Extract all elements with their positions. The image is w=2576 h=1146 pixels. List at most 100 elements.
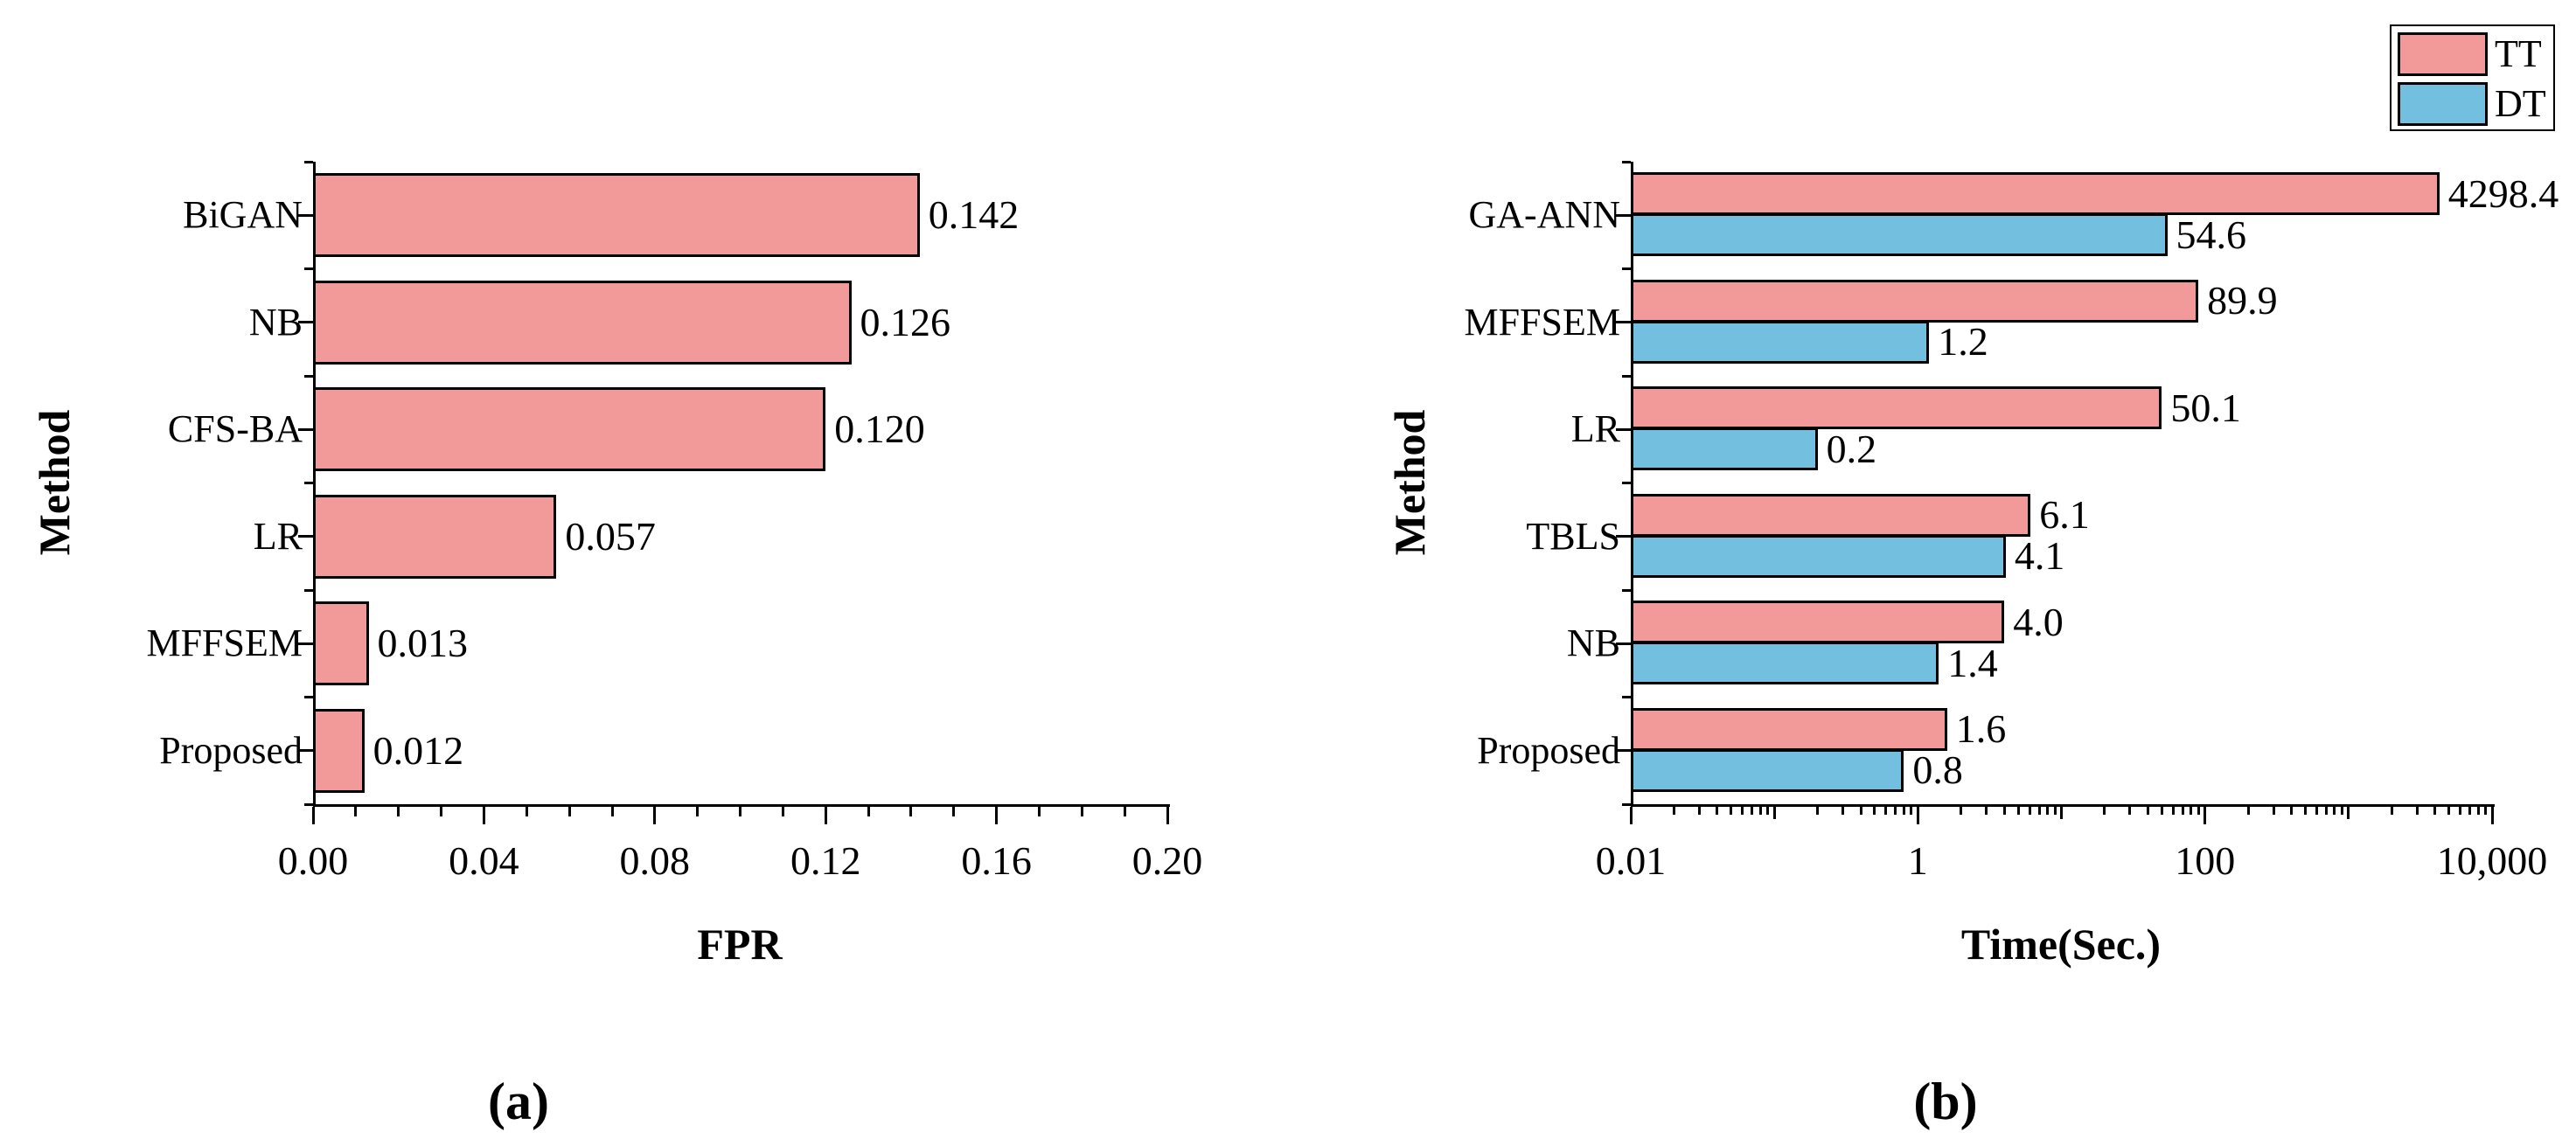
legend-swatch-tt xyxy=(2398,32,2488,76)
x-axis-tick-label: 0.01 xyxy=(1595,838,1667,883)
x-axis-major-tick xyxy=(1629,807,1633,824)
y-axis-title-b: Method xyxy=(1385,409,1434,556)
x-axis-tick-label: 0.12 xyxy=(790,838,861,883)
x-axis-line xyxy=(313,804,1170,807)
x-axis-minor-tick xyxy=(1751,807,1754,815)
x-axis-minor-tick xyxy=(2468,807,2472,815)
x-axis-minor-tick xyxy=(2347,807,2350,819)
y-axis-minor-tick xyxy=(1622,588,1631,592)
x-axis-minor-tick xyxy=(1841,807,1844,815)
x-axis-minor-tick xyxy=(397,807,400,816)
bar xyxy=(1631,493,2031,537)
x-axis-major-tick xyxy=(482,807,485,824)
x-axis-minor-tick xyxy=(1037,807,1041,816)
bar-value-label: 89.9 xyxy=(2207,278,2278,323)
y-axis-minor-tick xyxy=(1622,482,1631,484)
x-axis-minor-tick xyxy=(1902,807,1905,815)
x-axis-minor-tick xyxy=(2103,807,2106,815)
bar xyxy=(1631,748,1904,792)
x-axis-tick-label: 0.04 xyxy=(449,838,519,883)
x-axis-minor-tick xyxy=(1985,807,1988,815)
x-axis-tick-label: 1 xyxy=(1907,838,1928,883)
x-axis-minor-tick xyxy=(867,807,870,816)
x-axis-minor-tick xyxy=(1123,807,1126,816)
x-axis-title-a: FPR xyxy=(697,920,783,969)
y-axis-major-tick xyxy=(298,321,313,324)
x-axis-minor-tick xyxy=(2415,807,2419,815)
y-axis-line xyxy=(1631,162,1633,807)
x-axis-minor-tick xyxy=(2333,807,2336,815)
bar-value-label: 0.057 xyxy=(565,513,656,559)
x-axis-major-tick xyxy=(1166,807,1169,824)
bar-value-label: 0.126 xyxy=(860,299,951,344)
x-axis-minor-tick xyxy=(2181,807,2184,815)
y-axis-minor-tick xyxy=(304,374,313,378)
y-axis-minor-tick xyxy=(1622,696,1631,698)
y-axis-minor-tick xyxy=(304,696,313,698)
x-axis-minor-tick xyxy=(1080,807,1083,816)
x-axis-minor-tick xyxy=(440,807,442,816)
x-axis-major-tick xyxy=(2204,807,2207,824)
x-axis-minor-tick xyxy=(2476,807,2480,815)
bar xyxy=(1631,172,2440,216)
x-axis-minor-tick xyxy=(1816,807,1820,815)
x-axis-minor-tick xyxy=(1772,807,1776,819)
x-axis-tick-label: 0.08 xyxy=(619,838,691,883)
y-axis-title-a: Method xyxy=(30,409,79,556)
bar-value-label: 0.2 xyxy=(1826,426,1877,471)
y-axis-category-label: Proposed xyxy=(1477,728,1620,772)
x-axis-minor-tick xyxy=(2340,807,2343,815)
y-axis-minor-tick xyxy=(304,588,313,592)
x-axis-minor-tick xyxy=(525,807,528,816)
bar-value-label: 1.6 xyxy=(1955,706,2007,752)
bar-value-label: 0.120 xyxy=(834,406,925,452)
bar xyxy=(1631,213,2168,257)
bar-value-label: 0.012 xyxy=(372,727,464,773)
x-axis-major-tick xyxy=(1916,807,1919,824)
y-axis-category-label: CFS-BA xyxy=(167,407,303,451)
legend-swatch-dt xyxy=(2398,82,2488,126)
subfigure-caption-a: (a) xyxy=(488,1073,549,1130)
x-axis-line xyxy=(1631,804,2495,807)
y-axis-category-label: TBLS xyxy=(1526,514,1620,558)
x-axis-major-tick xyxy=(824,807,827,824)
subfigure-caption-b: (b) xyxy=(1913,1073,1978,1130)
x-axis-minor-tick xyxy=(2447,807,2451,815)
x-axis-tick-label: 10,000 xyxy=(2436,838,2548,883)
x-axis-minor-tick xyxy=(1741,807,1744,815)
x-axis-minor-tick xyxy=(1884,807,1888,815)
x-axis-minor-tick xyxy=(2053,807,2057,815)
x-axis-major-tick xyxy=(995,807,999,824)
bar xyxy=(1631,279,2199,323)
x-axis-minor-tick xyxy=(1960,807,1963,815)
y-axis-minor-tick xyxy=(304,160,313,163)
x-axis-minor-tick xyxy=(1894,807,1897,815)
y-axis-major-tick xyxy=(298,642,313,645)
y-axis-major-tick xyxy=(1616,321,1631,324)
y-axis-major-tick xyxy=(1616,535,1631,538)
legend-label-dt: DT xyxy=(2495,82,2546,125)
x-axis-minor-tick xyxy=(354,807,358,816)
y-axis-category-label: NB xyxy=(1566,622,1620,665)
y-axis-category-label: GA-ANN xyxy=(1468,193,1620,237)
bar xyxy=(313,601,369,686)
x-axis-minor-tick xyxy=(2160,807,2163,815)
x-axis-minor-tick xyxy=(2037,807,2041,815)
x-axis-minor-tick xyxy=(2459,807,2462,815)
bar xyxy=(313,387,826,472)
x-axis-minor-tick xyxy=(2272,807,2275,815)
x-axis-minor-tick xyxy=(2197,807,2200,815)
x-axis-minor-tick xyxy=(2290,807,2293,815)
bar xyxy=(1631,601,2005,644)
x-axis-title-b: Time(Sec.) xyxy=(1960,920,2162,969)
bar xyxy=(1631,427,1818,471)
y-axis-minor-tick xyxy=(1622,374,1631,378)
bar xyxy=(313,494,557,579)
bar-value-label: 50.1 xyxy=(2170,385,2241,430)
x-axis-minor-tick xyxy=(1766,807,1770,815)
bar-value-label: 4.0 xyxy=(2013,599,2064,644)
y-axis-minor-tick xyxy=(1622,267,1631,270)
bar xyxy=(313,708,365,793)
x-axis-minor-tick xyxy=(2246,807,2250,815)
